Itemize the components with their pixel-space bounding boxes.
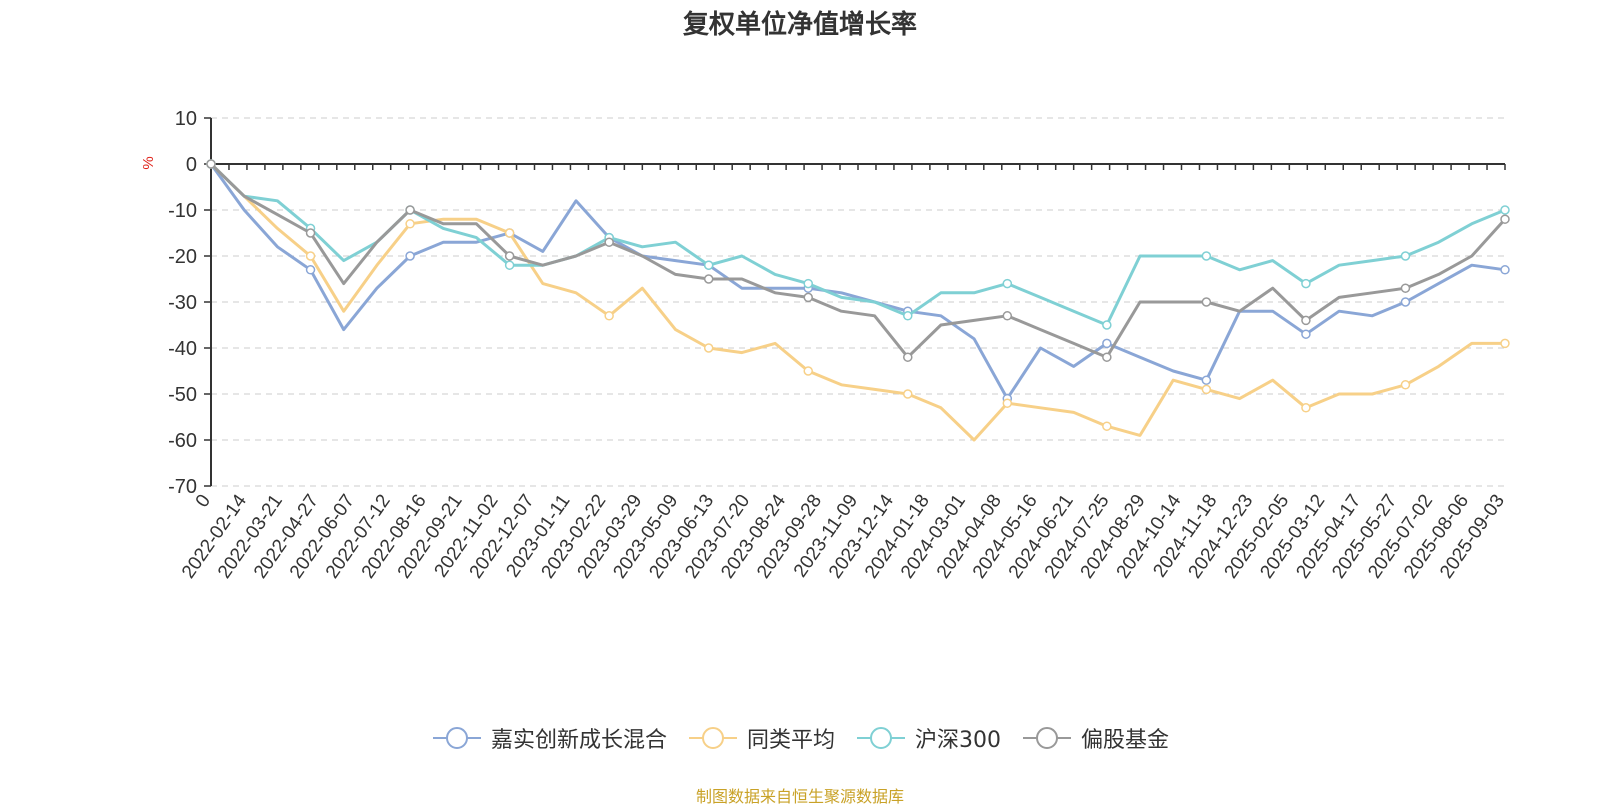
series-point [1102,352,1112,362]
series-point [1102,338,1112,349]
series-point [305,228,316,238]
series-point [1002,398,1013,408]
series-lines [206,159,1510,442]
series-point [1500,338,1510,349]
legend-swatch-icon [857,727,905,749]
series-point [504,228,515,238]
series-point [703,343,714,353]
series-point [803,366,813,376]
legend-label: 同类平均 [746,728,835,753]
series-line-2 [209,162,1506,327]
legend-item-0[interactable]: 嘉实创新成长混合 [431,722,667,754]
source-note: 制图数据来自恒生聚源数据库 [695,787,904,806]
y-tick-label: 0 [186,154,197,176]
axes: 100-10-20-30-40-50-60-7002022-02-142022-… [168,108,1509,582]
y-tick-label: -40 [168,338,197,360]
series-point [405,219,415,229]
series-point [1301,315,1311,326]
y-tick-label: 10 [175,108,197,130]
series-point [206,159,216,169]
series-point [803,292,813,303]
series-point [1002,278,1013,289]
series-point [1400,251,1411,261]
legend-item-3[interactable]: 偏股基金 [1021,722,1169,754]
series-point [1201,297,1212,307]
legend-swatch-icon [688,727,737,749]
series-point [405,251,415,261]
legend: 嘉实创新成长混合 同类平均 沪深300 偏股基金 [0,722,1600,754]
x-tick-label: 0 [192,491,215,512]
series-point [604,237,614,247]
grid-lines [211,117,1505,487]
series-point [1301,329,1311,339]
series-point [504,251,515,261]
series-point [1201,251,1212,261]
series-point [1400,297,1411,307]
y-tick-label: -70 [168,476,197,498]
series-point [1002,311,1013,321]
y-tick-label: -50 [168,384,197,406]
y-tick-label: -60 [168,430,197,452]
legend-item-2[interactable]: 沪深300 [855,722,1001,754]
series-point [903,389,913,399]
series-line-0 [209,163,1506,401]
series-point [1500,205,1510,215]
series-point [1102,421,1112,431]
series-point [604,311,614,321]
legend-swatch-icon [432,727,481,749]
legend-label: 偏股基金 [1081,728,1170,753]
series-point [903,352,913,362]
series-point [1201,375,1212,385]
y-tick-label: -10 [168,200,197,222]
series-point [1301,278,1311,289]
series-point [1400,283,1411,293]
series-point [1400,380,1411,390]
series-point [305,251,316,261]
series-point [305,265,316,275]
series-point [1500,214,1510,224]
series-point [405,205,415,215]
y-tick-label: -30 [168,292,197,314]
y-axis-unit: % [140,156,157,169]
series-point [504,260,515,270]
series-point [803,278,813,289]
series-point [1201,384,1212,395]
legend-label: 嘉实创新成长混合 [490,728,667,753]
series-point [1500,265,1510,275]
series-point [1301,403,1311,413]
chart-title: 复权单位净值增长率 [682,10,917,40]
line-chart: 100-10-20-30-40-50-60-7002022-02-142022-… [140,108,1510,582]
y-tick-label: -20 [168,246,197,268]
series-point [703,274,714,284]
series-point [1102,320,1112,330]
series-point [903,311,913,321]
legend-label: 沪深300 [915,728,1001,753]
series-line-1 [209,162,1505,442]
legend-swatch-icon [1023,727,1071,749]
legend-item-1[interactable]: 同类平均 [687,722,835,754]
series-point [703,260,714,270]
series-line-3 [209,162,1507,359]
